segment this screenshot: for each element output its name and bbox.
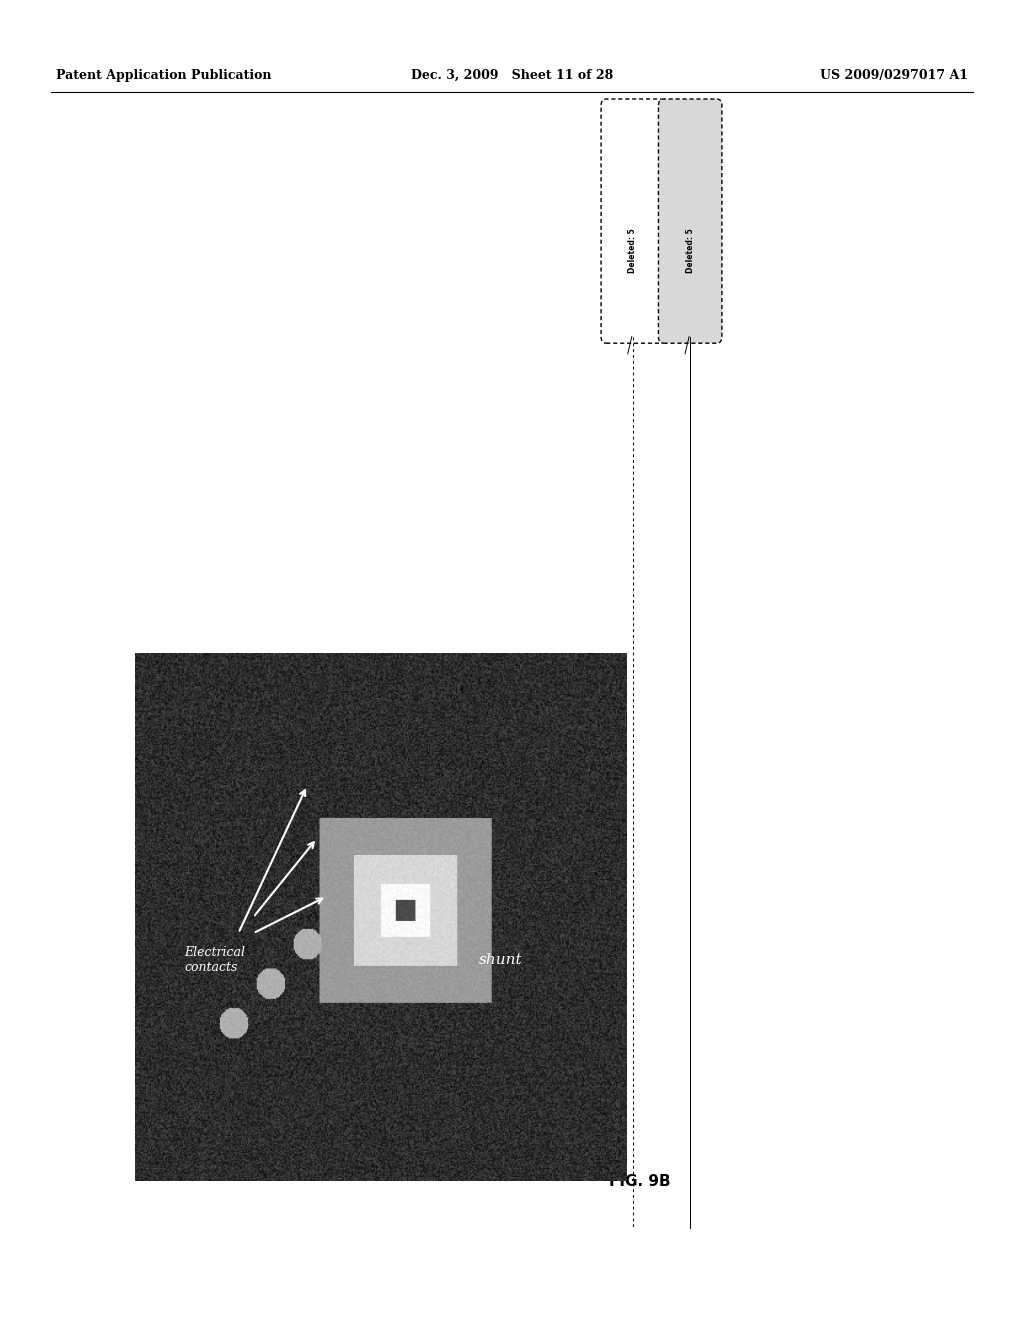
Text: shunt: shunt [479, 953, 523, 966]
FancyBboxPatch shape [658, 99, 722, 343]
Text: COMMERCIAL AESCUSOFT GMBH SYSTEM): COMMERCIAL AESCUSOFT GMBH SYSTEM) [609, 916, 618, 1077]
Text: Deleted: 5: Deleted: 5 [629, 228, 637, 273]
Text: IR THERMOGRAPHY IMAGE (TAKEN WITH: IR THERMOGRAPHY IMAGE (TAKEN WITH [599, 920, 608, 1073]
Text: FIG. 9B: FIG. 9B [609, 1173, 671, 1189]
Text: Patent Application Publication: Patent Application Publication [56, 69, 271, 82]
Text: Electrical
contacts: Electrical contacts [184, 945, 246, 974]
Text: US 2009/0297017 A1: US 2009/0297017 A1 [819, 69, 968, 82]
FancyBboxPatch shape [601, 99, 665, 343]
Text: OF SAME SHUNT AS FIG. 9B.: OF SAME SHUNT AS FIG. 9B. [620, 942, 629, 1051]
Text: Dec. 3, 2009   Sheet 11 of 28: Dec. 3, 2009 Sheet 11 of 28 [411, 69, 613, 82]
Text: Deleted: 5: Deleted: 5 [686, 228, 694, 273]
